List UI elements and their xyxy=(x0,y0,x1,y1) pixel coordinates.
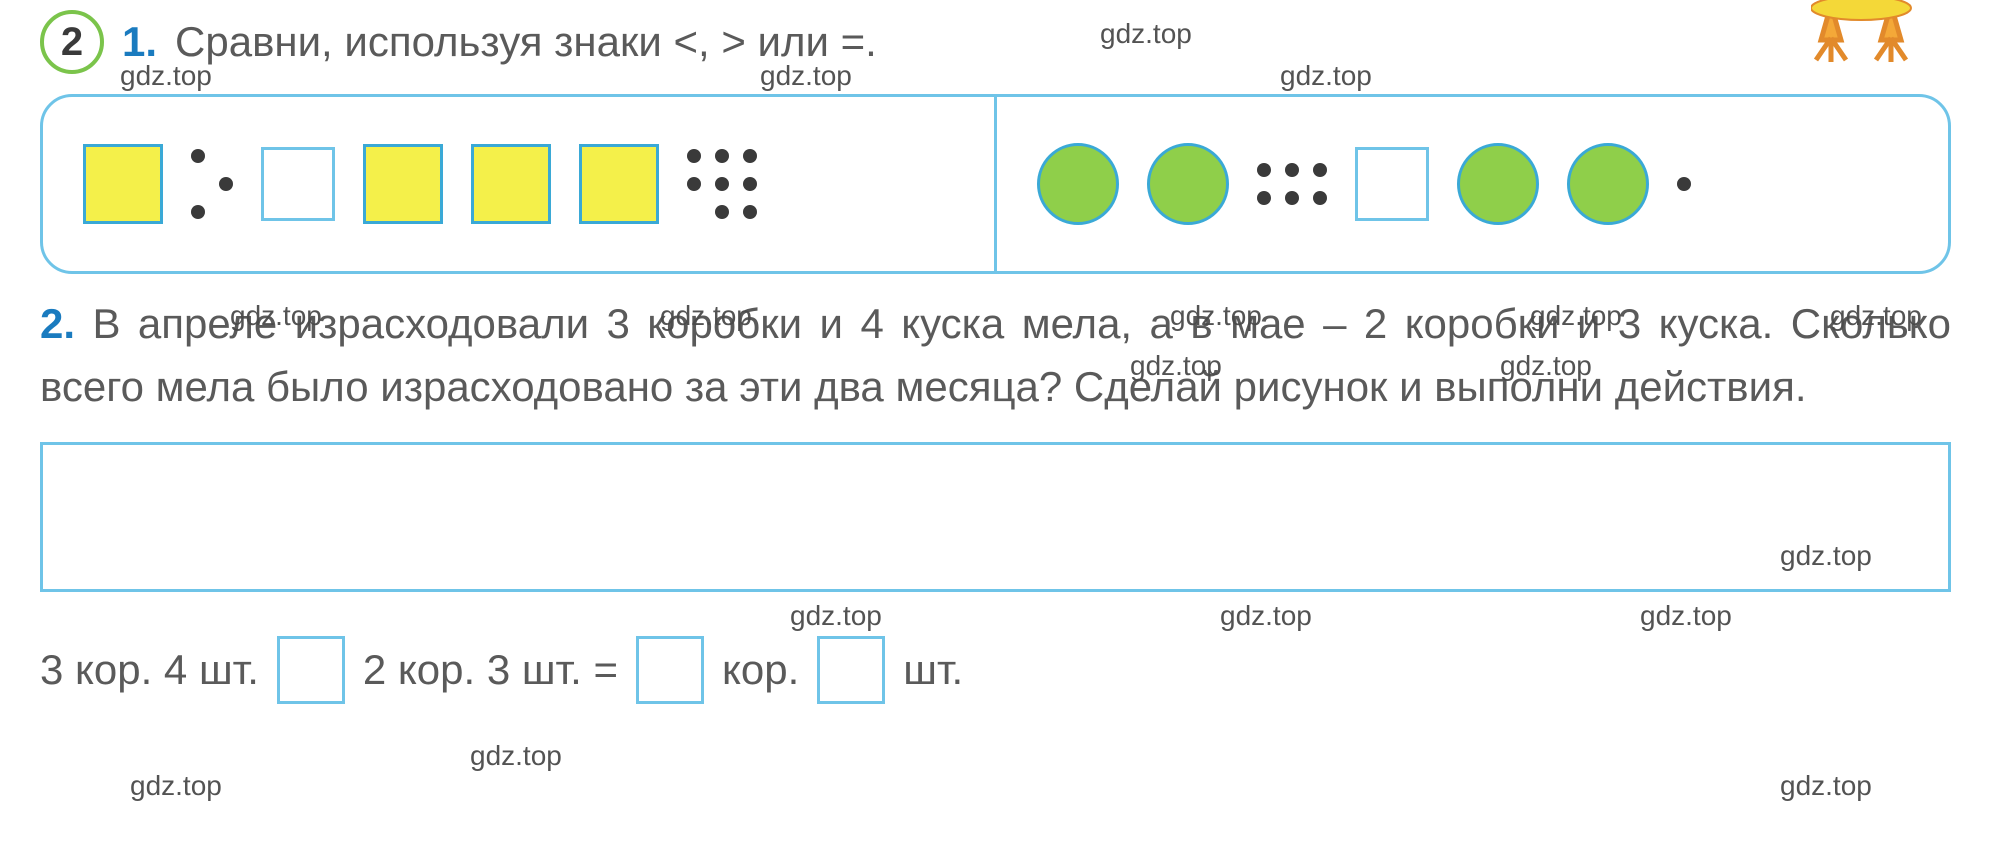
watermark: gdz.top xyxy=(660,300,752,332)
duck-illustration xyxy=(1811,0,1941,70)
watermark: gdz.top xyxy=(230,300,322,332)
watermark: gdz.top xyxy=(120,60,212,92)
drawing-area[interactable] xyxy=(40,442,1951,592)
watermark: gdz.top xyxy=(1170,300,1262,332)
yellow-square xyxy=(363,144,443,224)
task2-block: 2. В апреле израсходовали 3 коробки и 4 … xyxy=(40,292,1951,418)
yellow-square xyxy=(579,144,659,224)
watermark: gdz.top xyxy=(130,770,222,802)
dot-group-6 xyxy=(1257,163,1327,205)
green-circle xyxy=(1147,143,1229,225)
green-circle xyxy=(1037,143,1119,225)
equation-row: 3 кор. 4 шт. 2 кор. 3 шт. = кор. шт. xyxy=(40,636,1951,704)
task1-header: 2 1. Сравни, используя знаки <, > или =. xyxy=(40,10,1951,74)
eq-part-4: шт. xyxy=(903,646,963,694)
watermark: gdz.top xyxy=(470,740,562,772)
watermark: gdz.top xyxy=(1500,350,1592,382)
watermark: gdz.top xyxy=(1100,18,1192,50)
watermark: gdz.top xyxy=(1530,300,1622,332)
watermark: gdz.top xyxy=(1280,60,1372,92)
eq-part-1: 3 кор. 4 шт. xyxy=(40,646,259,694)
eq-result-box-2[interactable] xyxy=(817,636,885,704)
yellow-square xyxy=(471,144,551,224)
dot-group-8 xyxy=(687,149,757,219)
eq-result-box-1[interactable] xyxy=(636,636,704,704)
watermark: gdz.top xyxy=(1780,770,1872,802)
task2-text: В апреле израсходовали 3 коробки и 4 кус… xyxy=(40,300,1951,410)
answer-box[interactable] xyxy=(1355,147,1429,221)
eq-part-2: 2 кор. 3 шт. = xyxy=(363,646,618,694)
yellow-square xyxy=(83,144,163,224)
task2-number: 2. xyxy=(40,300,75,347)
watermark: gdz.top xyxy=(790,600,882,632)
panel-left xyxy=(43,97,994,271)
comparison-panel xyxy=(40,94,1951,274)
dot-group-3 xyxy=(191,149,233,219)
answer-box[interactable] xyxy=(261,147,335,221)
watermark: gdz.top xyxy=(1830,300,1922,332)
green-circle xyxy=(1567,143,1649,225)
task1-text: Сравни, используя знаки <, > или =. xyxy=(175,18,877,66)
panel-right xyxy=(997,97,1948,271)
task1-number: 1. xyxy=(122,18,157,66)
watermark: gdz.top xyxy=(1640,600,1732,632)
dot-group-1 xyxy=(1677,177,1691,191)
watermark: gdz.top xyxy=(1780,540,1872,572)
green-circle xyxy=(1457,143,1539,225)
eq-part-3: кор. xyxy=(722,646,799,694)
eq-operator-box[interactable] xyxy=(277,636,345,704)
page-badge: 2 xyxy=(40,10,104,74)
watermark: gdz.top xyxy=(1130,350,1222,382)
watermark: gdz.top xyxy=(1220,600,1312,632)
watermark: gdz.top xyxy=(760,60,852,92)
